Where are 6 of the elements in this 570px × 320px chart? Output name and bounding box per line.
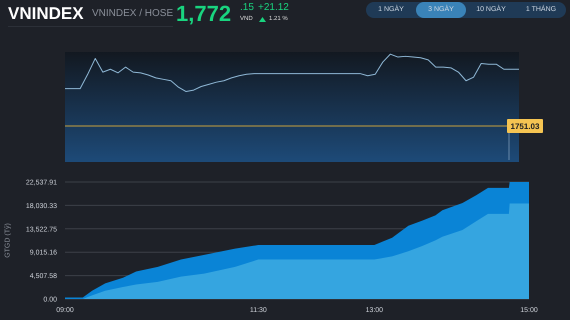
text: 1,772 — [176, 1, 232, 27]
text: .15 — [240, 2, 254, 13]
annotation: 1751.03 — [510, 122, 540, 132]
text: VNINDEX — [8, 4, 84, 24]
text: VNINDEX / HOSE — [92, 8, 174, 19]
text: +21.12 — [258, 2, 289, 13]
